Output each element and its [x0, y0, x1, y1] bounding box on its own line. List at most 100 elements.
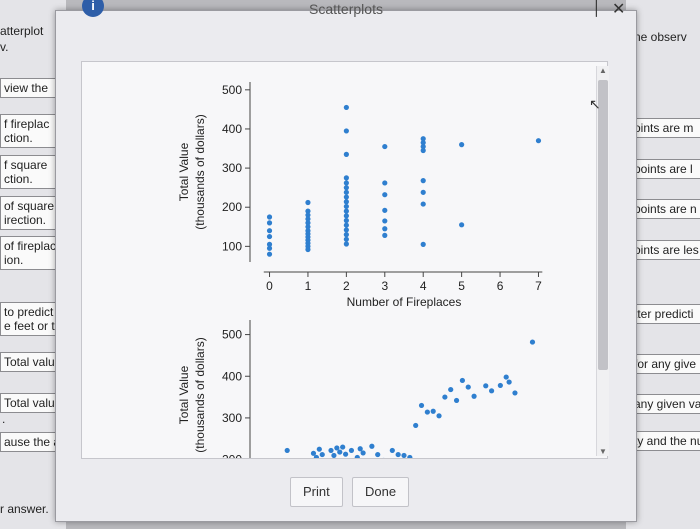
data-point: [331, 452, 337, 458]
minimize-icon[interactable]: │: [592, 0, 602, 16]
x-tick-label: 5: [458, 279, 465, 293]
y-axis-label-line: (thousands of dollars): [193, 114, 207, 229]
x-axis-label: Number of Fireplaces: [347, 295, 462, 309]
bg-right-box-2[interactable]: points are l: [630, 159, 700, 179]
data-point: [305, 212, 311, 218]
bg-box-total-value[interactable]: Total valu: [0, 352, 68, 372]
scroll-thumb[interactable]: [598, 80, 608, 370]
y-tick-label: 300: [222, 411, 242, 425]
bg-box-view-the[interactable]: view the: [0, 78, 60, 98]
x-tick-label: 3: [381, 279, 388, 293]
data-point: [420, 136, 426, 142]
data-point: [266, 228, 273, 234]
data-point: [418, 402, 425, 409]
data-point: [512, 390, 518, 396]
dialog-content: 100 200 300 400 500 Total Value (thousands of …: [81, 61, 608, 459]
data-point: [497, 382, 503, 389]
data-point: [343, 203, 349, 210]
y-tick-label: 400: [222, 369, 242, 383]
bg-right-box-3[interactable]: points are n: [630, 199, 700, 219]
bg-box-because[interactable]: ause the as: [0, 432, 68, 452]
data-point: [535, 138, 542, 144]
data-point: [389, 447, 395, 454]
bg-right-box-1[interactable]: oints are m: [630, 118, 700, 138]
data-point: [354, 454, 360, 458]
data-point: [343, 241, 349, 247]
data-point: [348, 447, 355, 454]
data-point: [343, 213, 349, 219]
data-point: [420, 143, 426, 150]
data-point: [357, 446, 363, 452]
data-point: [529, 339, 536, 345]
bg-box-fireplace-direction[interactable]: f fireplac ction.: [0, 114, 60, 148]
data-point: [382, 207, 388, 213]
y-tick-label: 200: [222, 453, 242, 458]
data-point: [319, 451, 325, 458]
bg-right-box-6[interactable]: for any give: [630, 354, 700, 374]
y-tick-label: 500: [222, 328, 242, 342]
x-tick-label: 0: [266, 279, 273, 293]
data-point: [483, 383, 489, 389]
data-point: [343, 185, 349, 191]
data-point: [442, 394, 448, 400]
bg-box-total-value-2[interactable]: Total value: [0, 393, 68, 413]
y-tick-label: 200: [222, 200, 242, 214]
scatterplots-dialog: i Scatterplots │ ✕ 100 200 300 400 500 Total …: [55, 0, 637, 522]
data-point: [420, 241, 426, 247]
data-point: [305, 216, 311, 222]
data-point: [343, 451, 349, 457]
data-point: [343, 208, 349, 214]
data-point: [343, 151, 349, 157]
data-point: [266, 245, 273, 251]
data-point: [382, 226, 388, 232]
data-point: [343, 194, 349, 200]
y-axis-label-line: Total Value: [177, 365, 191, 424]
data-point: [430, 408, 436, 414]
dialog-title: Scatterplots: [309, 1, 383, 17]
data-point: [343, 222, 349, 228]
data-point: [465, 384, 471, 390]
data-point: [305, 246, 311, 253]
data-point: [420, 189, 426, 195]
data-point: [382, 180, 388, 186]
close-icon[interactable]: ✕: [612, 1, 626, 18]
data-point: [343, 236, 349, 242]
content-scrollbar[interactable]: ▲ ▼: [596, 66, 609, 456]
bg-right-box-7[interactable]: any given va: [630, 394, 700, 414]
bg-right-box-4[interactable]: oints are les: [630, 240, 700, 260]
y-tick-label: 500: [222, 83, 242, 97]
data-point: [448, 386, 454, 393]
bg-right-box-5[interactable]: tter predicti: [630, 304, 700, 324]
x-tick-label: 1: [305, 279, 312, 293]
data-point: [334, 445, 340, 451]
bg-box-square-direction-2[interactable]: of square irection.: [0, 196, 60, 230]
data-point: [369, 443, 375, 449]
data-point: [340, 444, 346, 450]
data-point: [459, 222, 465, 228]
data-point: [343, 217, 349, 224]
print-button[interactable]: Print: [290, 477, 343, 507]
data-point: [343, 199, 349, 205]
done-button[interactable]: Done: [352, 477, 410, 507]
scatterplot-square-feet: 200 300 400 500 Total Value(thousands of dol…: [177, 320, 536, 458]
data-point: [420, 201, 426, 207]
scatterplot-fireplaces: 100 200 300 400 500 Total Value (thousands of …: [177, 82, 543, 309]
data-point: [382, 218, 388, 224]
data-point: [459, 142, 465, 148]
data-point: [266, 214, 273, 220]
bg-right-box-8[interactable]: ty and the nu: [630, 431, 700, 451]
bg-box-fireplace-direction-2[interactable]: of fireplac ion.: [0, 236, 60, 270]
data-point: [382, 192, 388, 198]
data-point: [343, 227, 349, 233]
info-icon[interactable]: i: [82, 0, 104, 17]
scroll-up-icon[interactable]: ▲: [599, 66, 607, 75]
data-point: [413, 422, 419, 429]
data-point: [436, 413, 442, 419]
data-point: [420, 147, 426, 154]
data-point: [343, 104, 349, 111]
bg-box-square-direction[interactable]: f square ction.: [0, 155, 60, 189]
scroll-down-icon[interactable]: ▼: [599, 447, 607, 456]
data-point: [506, 379, 512, 385]
bg-text-dot: .: [2, 412, 6, 426]
